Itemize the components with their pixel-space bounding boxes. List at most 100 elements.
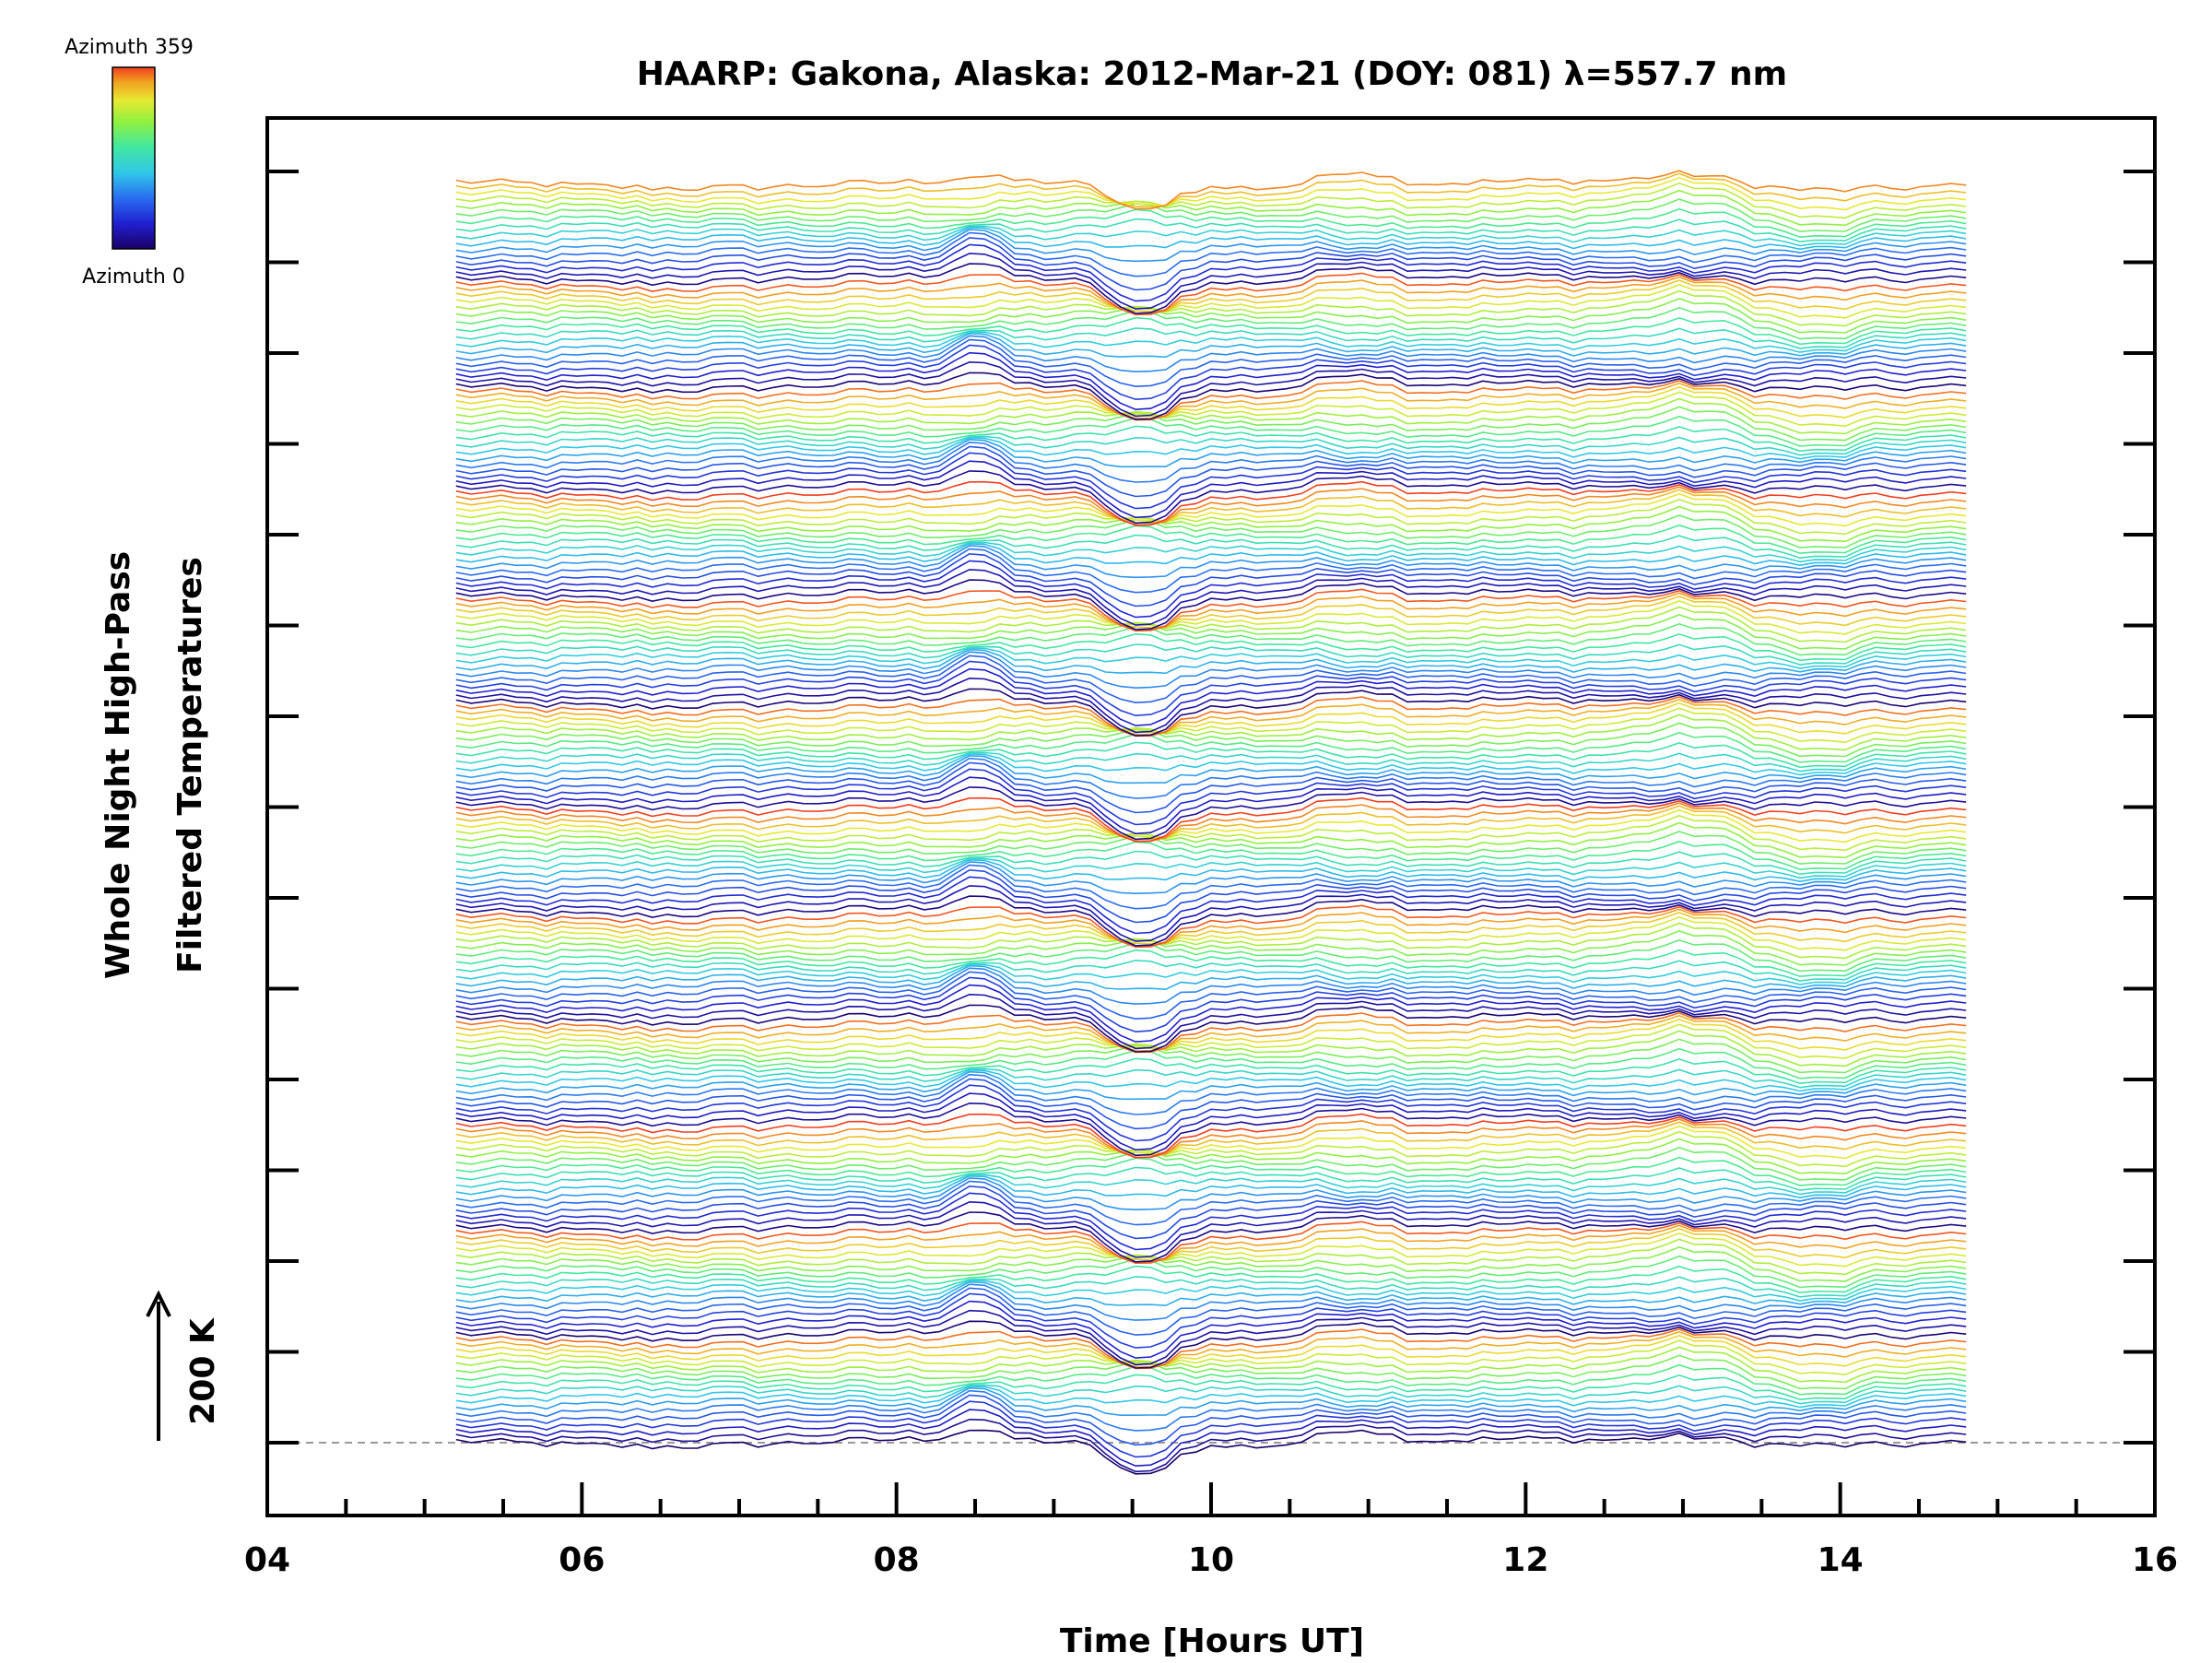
series-line bbox=[455, 1374, 1967, 1401]
series-line bbox=[455, 182, 1967, 219]
series-line bbox=[455, 814, 1967, 852]
series-line bbox=[455, 560, 1967, 619]
series-line bbox=[455, 1185, 1967, 1240]
series-line bbox=[455, 1023, 1967, 1059]
x-tick-label: 12 bbox=[1502, 1541, 1548, 1579]
series-line bbox=[455, 445, 1967, 498]
series-line bbox=[455, 768, 1967, 826]
series-line bbox=[455, 614, 1967, 650]
x-tick-label: 16 bbox=[2132, 1541, 2178, 1579]
series-line bbox=[455, 1224, 1967, 1263]
series-line bbox=[455, 279, 1967, 313]
series-line bbox=[455, 1113, 1967, 1159]
series-line bbox=[455, 885, 1967, 942]
x-tick-label: 14 bbox=[1818, 1541, 1864, 1579]
series-line bbox=[455, 647, 1967, 669]
series-line bbox=[455, 505, 1967, 543]
series-line bbox=[455, 437, 1967, 460]
scale-bar: 200 K bbox=[146, 1290, 222, 1441]
series-line bbox=[455, 821, 1967, 859]
series-line bbox=[455, 751, 1967, 773]
series-line bbox=[455, 397, 1967, 435]
series-line bbox=[455, 237, 1967, 291]
series-line bbox=[455, 761, 1967, 814]
series-line bbox=[455, 1174, 1967, 1196]
series-line bbox=[455, 543, 1967, 567]
series-line bbox=[455, 198, 1967, 232]
scale-bar-label: 200 K bbox=[184, 1317, 222, 1425]
series-line bbox=[455, 1047, 1967, 1079]
series-line bbox=[455, 707, 1967, 744]
series-layer bbox=[455, 170, 1967, 1475]
series-line bbox=[455, 534, 1967, 560]
series-line bbox=[455, 452, 1967, 510]
series-line bbox=[455, 1328, 1967, 1370]
series-line bbox=[455, 1166, 1967, 1191]
series-line bbox=[455, 915, 1967, 951]
series-line bbox=[455, 1330, 1967, 1368]
series-line bbox=[455, 243, 1967, 302]
series-line bbox=[455, 1125, 1967, 1160]
series-line bbox=[455, 1228, 1967, 1261]
series-line bbox=[455, 753, 1967, 776]
series-line bbox=[455, 677, 1967, 734]
series-line bbox=[455, 660, 1967, 717]
series-line bbox=[455, 667, 1967, 726]
series-line bbox=[455, 938, 1967, 973]
series-line bbox=[455, 316, 1967, 346]
series-line bbox=[455, 857, 1967, 879]
series-line bbox=[455, 967, 1967, 1005]
series-line bbox=[455, 1389, 1967, 1432]
series-line bbox=[455, 489, 1967, 525]
series-line bbox=[455, 688, 1967, 737]
series-line bbox=[455, 1283, 1967, 1321]
series-line bbox=[455, 1280, 1967, 1302]
series-line bbox=[455, 786, 1967, 841]
series-line bbox=[455, 1012, 1967, 1054]
series-line bbox=[455, 1092, 1967, 1151]
series-line bbox=[455, 606, 1967, 643]
series-line bbox=[455, 1287, 1967, 1336]
series-line bbox=[455, 1418, 1967, 1473]
series-line bbox=[455, 1211, 1967, 1263]
series-line bbox=[455, 1363, 1967, 1396]
series-line bbox=[455, 904, 1967, 949]
series-line bbox=[455, 435, 1967, 456]
series-line bbox=[455, 912, 1967, 945]
series-line bbox=[455, 1121, 1967, 1157]
series-line bbox=[455, 306, 1967, 340]
series-line bbox=[455, 643, 1967, 666]
series-line bbox=[455, 622, 1967, 656]
series-line bbox=[455, 218, 1967, 243]
y-axis-label-2: Filtered Temperatures bbox=[171, 557, 209, 973]
series-line bbox=[455, 993, 1967, 1050]
series-line bbox=[455, 655, 1967, 704]
series-line bbox=[455, 588, 1967, 632]
series-line bbox=[455, 344, 1967, 401]
series-line bbox=[455, 552, 1967, 607]
series-line bbox=[455, 805, 1967, 841]
series-line bbox=[455, 1004, 1967, 1053]
series-line bbox=[455, 372, 1967, 420]
series-line bbox=[455, 1400, 1967, 1458]
series-line bbox=[455, 949, 1967, 978]
series-line bbox=[455, 864, 1967, 910]
series-line bbox=[455, 808, 1967, 843]
series-line bbox=[455, 569, 1967, 626]
series-line bbox=[455, 438, 1967, 468]
series-line bbox=[455, 176, 1967, 211]
series-line bbox=[455, 861, 1967, 895]
series-line bbox=[455, 1192, 1967, 1251]
series-line bbox=[455, 1334, 1967, 1367]
series-line bbox=[455, 698, 1967, 736]
series-line bbox=[455, 380, 1967, 421]
series-line bbox=[455, 1429, 1967, 1475]
colorbar-top-label: Azimuth 359 bbox=[65, 36, 194, 59]
series-line bbox=[455, 1067, 1967, 1089]
series-line bbox=[455, 1180, 1967, 1226]
series-line bbox=[455, 1276, 1967, 1298]
series-line bbox=[455, 1292, 1967, 1349]
series-line bbox=[455, 1245, 1967, 1282]
x-tick-label: 06 bbox=[559, 1541, 605, 1579]
